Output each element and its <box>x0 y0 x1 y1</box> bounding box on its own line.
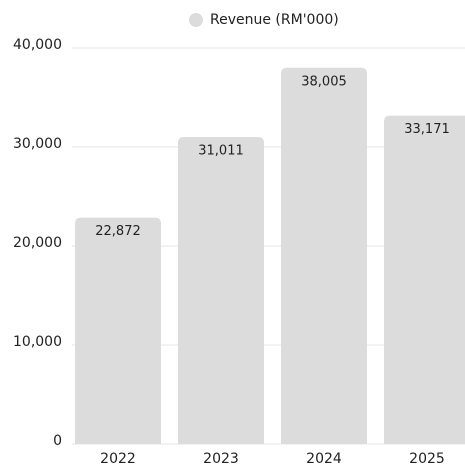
legend-swatch <box>189 13 203 27</box>
y-tick-label: 40,000 <box>13 37 62 53</box>
bar <box>281 67 367 445</box>
x-tick-label: 2023 <box>203 451 239 467</box>
bar <box>75 217 161 444</box>
value-label: 22,872 <box>95 224 141 239</box>
bar <box>384 115 465 444</box>
y-tick-label: 10,000 <box>13 334 62 350</box>
bar <box>178 136 264 445</box>
x-tick-label: 2025 <box>409 451 445 467</box>
y-tick-label: 30,000 <box>13 136 62 152</box>
legend-label: Revenue (RM'000) <box>210 12 339 28</box>
value-label: 33,171 <box>404 122 450 137</box>
value-label: 38,005 <box>301 74 347 89</box>
x-tick-label: 2024 <box>306 451 342 467</box>
y-tick-label: 0 <box>53 433 62 449</box>
x-tick-label: 2022 <box>100 451 136 467</box>
value-label: 31,011 <box>198 143 244 158</box>
y-tick-label: 20,000 <box>13 235 62 251</box>
